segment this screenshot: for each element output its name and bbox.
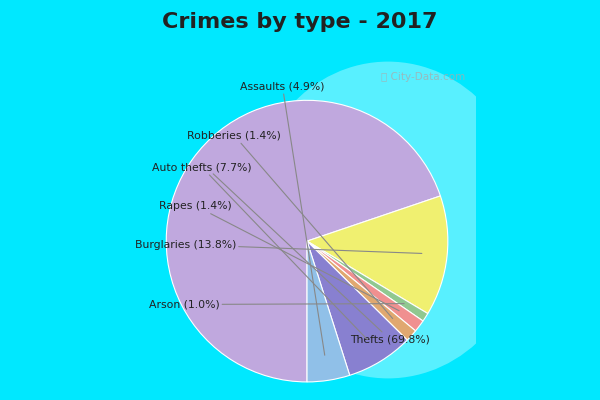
Text: Burglaries (13.8%): Burglaries (13.8%) [134, 240, 422, 254]
Text: Auto thefts (7.7%): Auto thefts (7.7%) [152, 162, 367, 340]
Text: Robberies (1.4%): Robberies (1.4%) [187, 130, 392, 318]
Wedge shape [307, 241, 416, 340]
Text: Arson (1.0%): Arson (1.0%) [149, 300, 404, 310]
Text: Assaults (4.9%): Assaults (4.9%) [240, 81, 325, 355]
Text: Thefts (69.8%): Thefts (69.8%) [213, 174, 430, 345]
Text: Rapes (1.4%): Rapes (1.4%) [159, 201, 399, 311]
Wedge shape [307, 196, 448, 314]
Text: Crimes by type - 2017: Crimes by type - 2017 [162, 12, 438, 32]
Wedge shape [307, 241, 423, 331]
Ellipse shape [247, 62, 529, 378]
Wedge shape [307, 241, 428, 321]
Wedge shape [307, 241, 350, 382]
Wedge shape [166, 100, 440, 382]
Text: ⓘ City-Data.com: ⓘ City-Data.com [381, 72, 466, 82]
Wedge shape [307, 241, 407, 375]
